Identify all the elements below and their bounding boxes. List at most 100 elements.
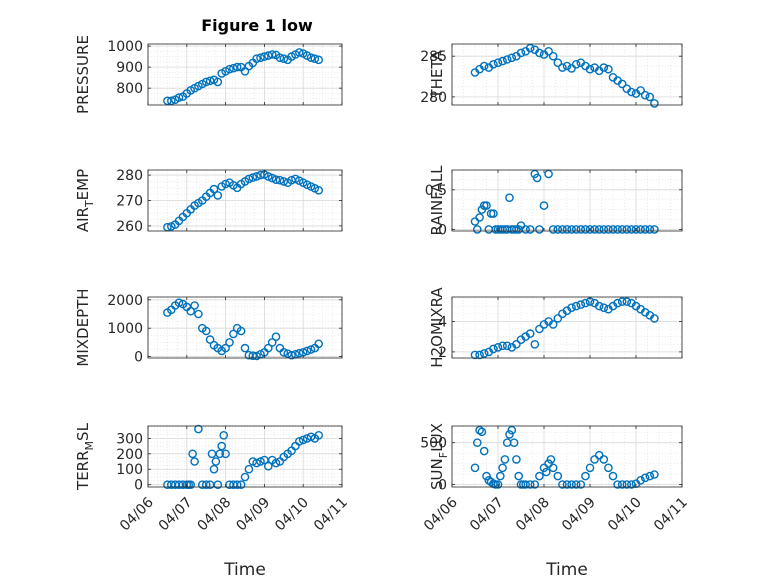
x-axis-label: Time [223,560,266,580]
data-point [310,54,320,64]
data-point [576,225,586,234]
data-point [470,350,480,360]
data-point [252,351,261,361]
data-point [650,470,659,479]
x-tick-label: 04/09 [233,495,273,535]
data-point [636,225,645,234]
data-point [482,471,491,481]
data-point [240,343,250,353]
y-axis-label: AIRTEMP [74,169,96,232]
data-point [594,225,604,234]
data-point [567,480,576,489]
data-point [267,338,277,347]
data-point [475,425,484,435]
y-axis-label: SUNFLUX [428,423,450,490]
y-axis-label: H2OMIXRA [428,287,446,368]
data-point [166,96,176,106]
x-tick-label: 04/06 [421,494,461,534]
data-point [225,338,234,347]
x-axis-label: Time [545,560,588,580]
data-point [275,175,285,185]
data-point [294,48,304,57]
data-point [271,175,281,184]
data-point [194,309,203,319]
data-point [493,342,503,352]
data-point [256,170,265,180]
data-point [221,449,230,459]
data-point [232,62,242,72]
data-point [248,173,258,182]
y-tick-label: 900 [116,60,143,76]
y-tick-label: 0 [438,477,447,493]
data-point [627,480,636,489]
data-point [215,449,225,459]
data-point [190,301,199,310]
data-point [477,427,487,437]
data-point [585,64,595,74]
data-point [594,450,604,460]
y-tick-label: 300 [116,431,143,447]
data-point [650,225,659,234]
data-point [636,475,645,485]
x-tick-label: 04/10 [272,495,312,535]
axes-box [451,43,683,106]
data-point [525,329,535,338]
data-point [525,43,535,53]
data-point [190,457,199,466]
data-point [205,335,215,344]
figure-title: Figure 1 low [201,16,313,35]
data-point [617,79,627,89]
data-point [236,480,246,490]
y-tick-label: 500 [420,436,447,452]
data-point [576,480,586,489]
data-point [294,437,304,446]
data-point [240,472,250,482]
y-tick-label: 1000 [107,39,143,55]
data-point [553,314,563,323]
data-point [252,172,261,181]
data-point [558,63,567,72]
y-tick-label: 4 [438,314,447,330]
x-tick-label: 04/11 [311,495,351,535]
data-point [640,90,650,100]
data-point [279,347,289,357]
axes-box [451,296,683,359]
data-point [613,480,622,489]
data-point [294,348,304,358]
x-tick-label: 04/08 [513,495,553,535]
data-point [613,298,622,308]
data-point [263,461,273,471]
data-point [470,463,480,473]
x-tick-label: 04/11 [651,495,691,535]
data-point [306,345,316,354]
subplot-8: 04/06 04/07 04/08 04/09 04/10 04/11 Time 0 500SU… [420,423,691,580]
data-point [599,63,609,72]
data-point [525,480,535,489]
data-point [571,60,581,69]
data-point [314,430,324,440]
data-point [539,201,549,210]
data-point [479,446,489,456]
data-point [548,320,558,329]
axes-box [451,169,683,232]
y-axis-label: TERRMSL [74,422,96,491]
data-point [314,185,324,195]
y-axis-label: MIXDEPTH [74,288,92,366]
data-point [576,300,586,309]
data-point [505,430,514,439]
data-point [581,298,590,308]
data-point [622,297,632,306]
data-point [567,225,576,234]
data-point [493,58,503,68]
data-point [532,173,542,183]
axes-box [147,425,343,488]
data-point [174,298,184,308]
data-point [594,301,604,311]
data-point [219,430,228,440]
data-point [590,455,599,464]
data-point [479,61,489,71]
data-point [209,464,219,474]
data-point [650,314,659,323]
data-point [213,480,223,490]
